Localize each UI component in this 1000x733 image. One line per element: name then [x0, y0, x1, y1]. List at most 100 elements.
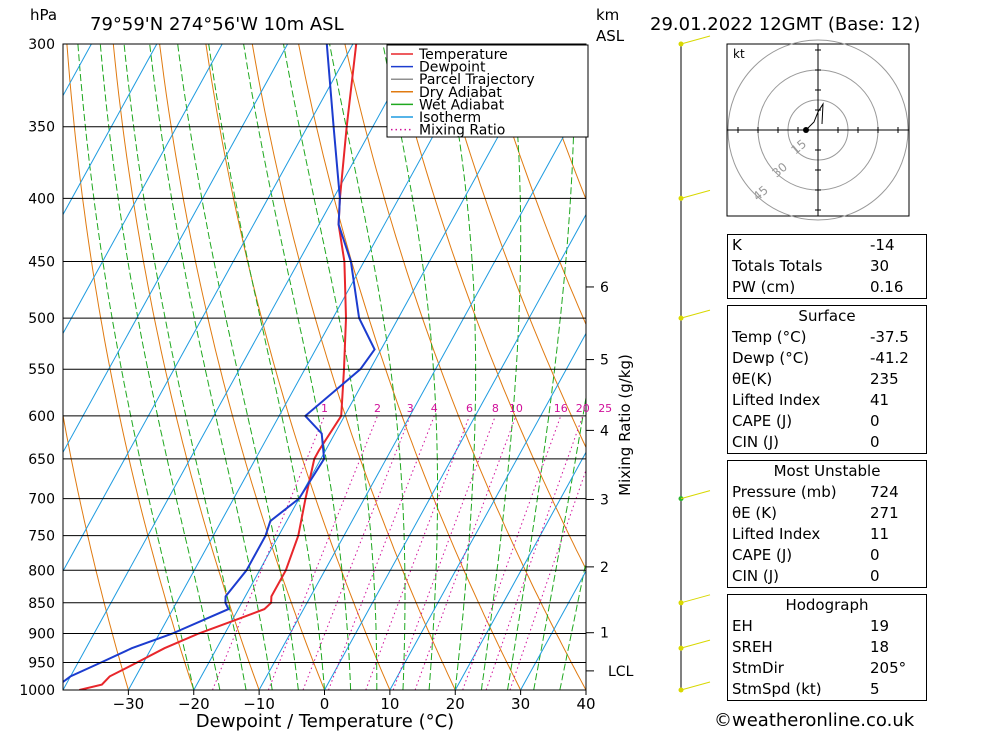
- stmspd-value: 5: [870, 680, 880, 698]
- wind-profile: [678, 35, 711, 693]
- mu-cin-label: CIN (J): [732, 567, 780, 585]
- pressure-tick-label: 650: [28, 452, 55, 468]
- sreh-label: SREH: [732, 638, 773, 656]
- wind-barb: [680, 681, 711, 691]
- wind-barb: [680, 594, 711, 604]
- surface-thetae-label: θE(K): [732, 370, 773, 388]
- eh-value: 19: [870, 617, 890, 635]
- dry-adiabat-line: [251, 44, 456, 690]
- pw-label: PW (cm): [732, 278, 796, 296]
- isotherm-line: [324, 213, 586, 690]
- surface-temp-label: Temp (°C): [732, 328, 807, 346]
- pressure-tick-label: 300: [28, 37, 55, 53]
- hodograph-unit: kt: [733, 47, 745, 61]
- location-title: 79°59'N 274°56'W 10m ASL: [90, 14, 344, 35]
- k-index-value: -14: [870, 236, 895, 254]
- pressure-tick-label: 400: [28, 191, 55, 207]
- mixing-ratio-line: [392, 415, 496, 690]
- isotherm-line: [258, 94, 586, 690]
- x-tick-label: 30: [511, 695, 530, 713]
- mu-cape-value: 0: [870, 546, 880, 564]
- mixing-ratio-label: 8: [492, 402, 499, 415]
- asl-label: ASL: [596, 27, 625, 45]
- mixing-ratio-label: 2: [374, 402, 381, 415]
- dry-adiabat-line: [298, 44, 522, 690]
- wet-adiabat-line: [177, 44, 299, 690]
- x-tick-label: −30: [113, 695, 145, 713]
- surface-lifted-label: Lifted Index: [732, 391, 821, 409]
- hodograph-storm-motion: [803, 127, 809, 133]
- totals-value: 30: [870, 257, 890, 275]
- isotherm-line: [0, 44, 26, 690]
- mu-cin-value: 0: [870, 567, 880, 585]
- surface-dewp-value: -41.2: [870, 349, 909, 367]
- km-tick-label: 5: [600, 353, 609, 369]
- mixing-ratio-label: 6: [466, 402, 473, 415]
- isotherm-line: [63, 44, 289, 454]
- stmspd-label: StmSpd (kt): [732, 680, 822, 698]
- km-tick-label: 3: [600, 493, 609, 509]
- stmdir-value: 205°: [870, 659, 907, 677]
- wind-level-marker: [678, 195, 684, 201]
- isotherms: [0, 44, 586, 690]
- legend-label: Wet Adiabat: [419, 97, 505, 113]
- pressure-tick-label: 450: [28, 255, 55, 271]
- mixing-ratio-line: [267, 415, 378, 690]
- km-tick-label: 2: [600, 560, 609, 576]
- surface-cin-label: CIN (J): [732, 433, 780, 451]
- mixing-ratio-line: [302, 415, 411, 690]
- most-unstable-table: Most Unstable Pressure (mb) 724 θE (K) 271…: [727, 460, 927, 588]
- surface-table: Surface Temp (°C) -37.5 Dewp (°C) -41.2 θE…: [727, 305, 927, 454]
- credit-link[interactable]: ©weatheronline.co.uk: [714, 710, 915, 731]
- mixing-ratio-label: 1: [321, 402, 328, 415]
- wind-barb: [680, 639, 711, 649]
- surface-title: Surface: [798, 307, 856, 325]
- pw-value: 0.16: [870, 278, 904, 296]
- mixing-ratio-label: 4: [431, 402, 438, 415]
- x-tick-label: 0: [320, 695, 330, 713]
- km-axis: 1 2 3 4 5 6 LCL: [586, 280, 634, 680]
- x-tick-label: −20: [178, 695, 210, 713]
- wind-level-marker: [678, 600, 684, 606]
- mixing-ratio-label: 10: [509, 402, 523, 415]
- x-tick-label: 40: [576, 695, 595, 713]
- legend-label: Dry Adiabat: [419, 85, 502, 101]
- x-axis-label: Dewpoint / Temperature (°C): [196, 711, 454, 732]
- legend-label: Dewpoint: [419, 60, 486, 76]
- legend-label: Temperature: [418, 47, 508, 63]
- mu-lifted-value: 11: [870, 525, 890, 543]
- lcl-label: LCL: [608, 664, 634, 680]
- plot-frame: [62, 43, 587, 691]
- surface-dewp-label: Dewp (°C): [732, 349, 810, 367]
- isotherm-line: [193, 44, 550, 690]
- mu-pressure-label: Pressure (mb): [732, 483, 837, 501]
- stmdir-label: StmDir: [732, 659, 784, 677]
- pressure-tick-label: 1000: [19, 683, 55, 699]
- pressure-tick-label: 850: [28, 596, 55, 612]
- km-tick-label: 4: [600, 423, 609, 439]
- mixing-ratio-line: [509, 468, 586, 690]
- isotherm-line: [63, 44, 419, 690]
- indices-table: K -14 Totals Totals 30 PW (cm) 0.16: [727, 234, 927, 299]
- isotherm-line: [454, 451, 586, 690]
- legend-label: Parcel Trajectory: [419, 72, 535, 88]
- km-tick-label: 6: [600, 280, 609, 296]
- x-axis-ticks: −30 −20 −10 0 10 20 30 40: [113, 690, 596, 713]
- mixing-ratio-lines: [212, 415, 586, 690]
- isotherm-line: [520, 570, 586, 690]
- wet-adiabat-line: [149, 44, 273, 690]
- k-index-label: K: [732, 236, 742, 254]
- mu-pressure-value: 724: [870, 483, 899, 501]
- isotherm-line: [63, 44, 354, 573]
- surface-temp-value: -37.5: [870, 328, 909, 346]
- legend-box: [386, 44, 589, 138]
- mixing-ratio-label: 3: [407, 402, 414, 415]
- wet-adiabat-line: [443, 44, 477, 690]
- pressure-tick-label: 600: [28, 409, 55, 425]
- datetime-title: 29.01.2022 12GMT (Base: 12): [650, 14, 920, 35]
- mixing-ratio-label: 20: [576, 402, 590, 415]
